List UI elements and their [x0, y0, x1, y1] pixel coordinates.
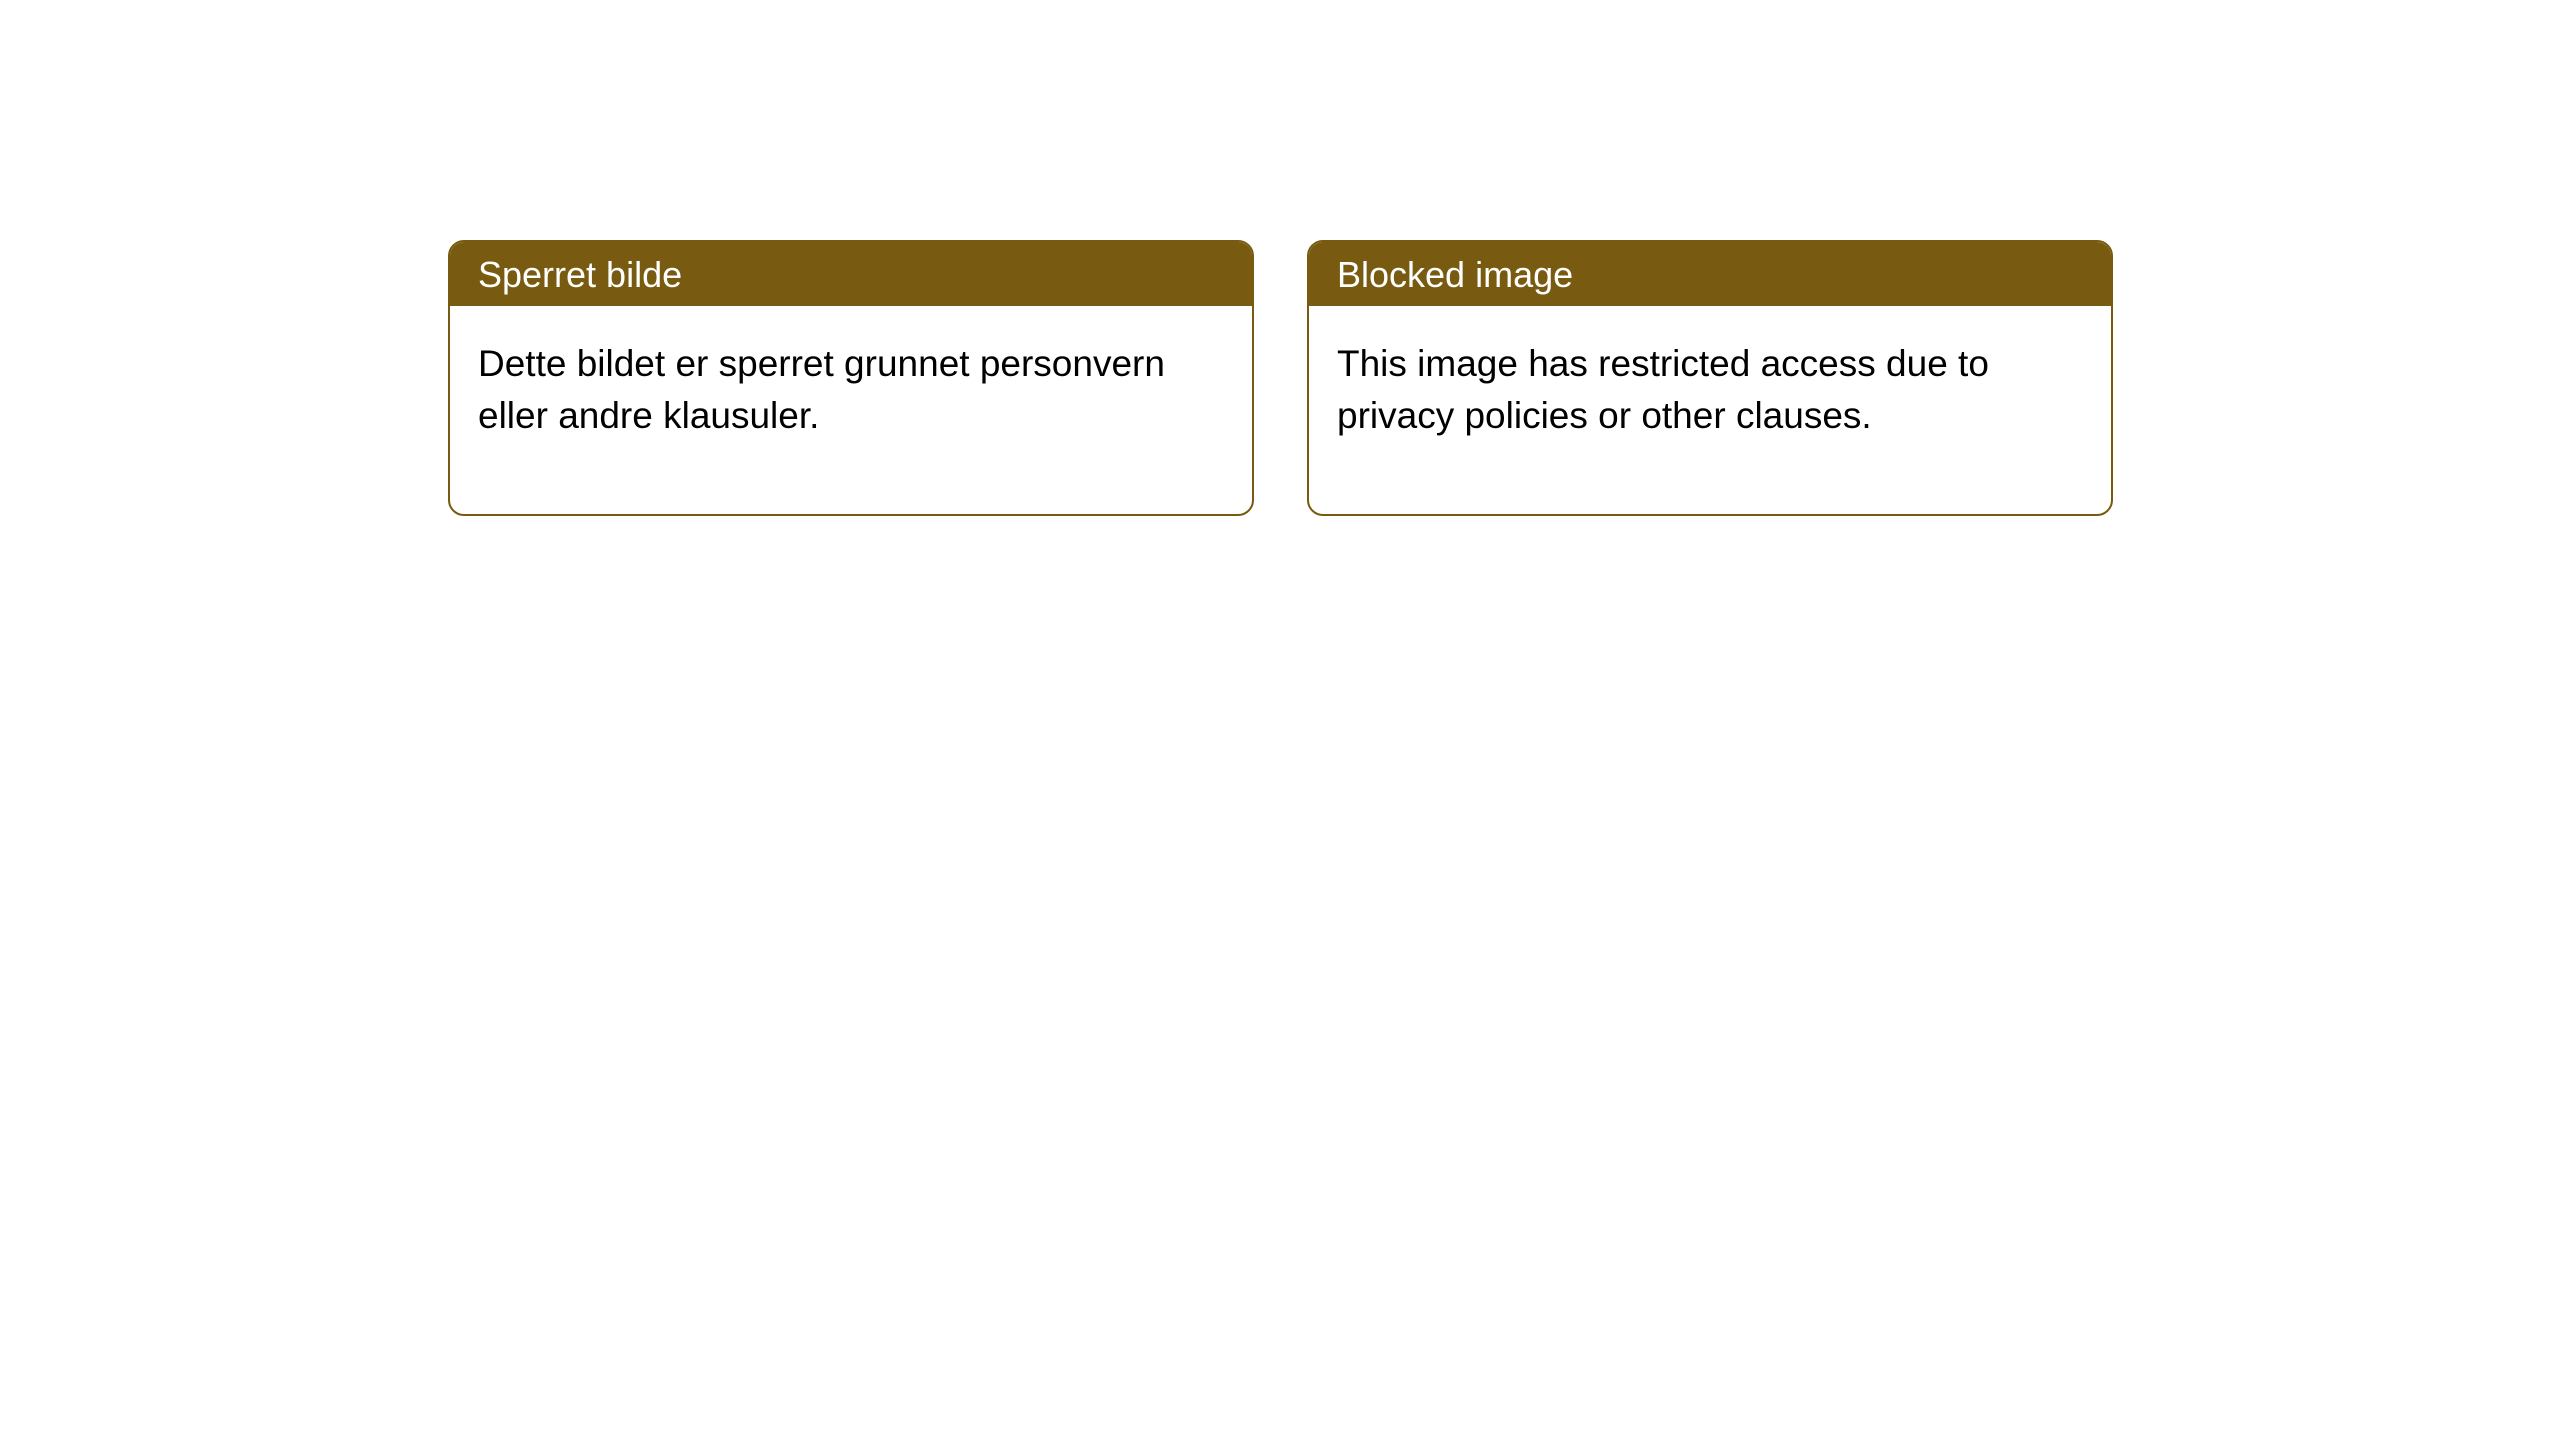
card-body: This image has restricted access due to …: [1309, 306, 2111, 514]
card-title: Sperret bilde: [478, 254, 682, 295]
card-body-text: This image has restricted access due to …: [1337, 343, 1989, 436]
card-title: Blocked image: [1337, 254, 1573, 295]
card-header: Blocked image: [1309, 242, 2111, 306]
card-body-text: Dette bildet er sperret grunnet personve…: [478, 343, 1165, 436]
notice-container: Sperret bilde Dette bildet er sperret gr…: [0, 0, 2560, 516]
card-body: Dette bildet er sperret grunnet personve…: [450, 306, 1252, 514]
notice-card-no: Sperret bilde Dette bildet er sperret gr…: [448, 240, 1254, 516]
card-header: Sperret bilde: [450, 242, 1252, 306]
notice-card-en: Blocked image This image has restricted …: [1307, 240, 2113, 516]
